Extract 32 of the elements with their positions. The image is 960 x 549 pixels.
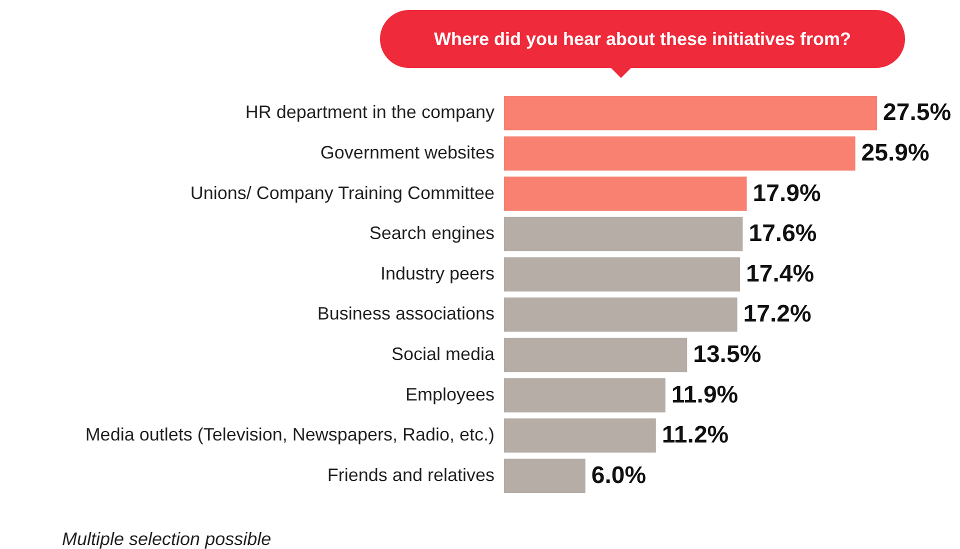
data-label: 27.5% bbox=[883, 99, 952, 126]
data-label: 17.6% bbox=[748, 220, 817, 248]
bar bbox=[504, 176, 747, 211]
y-tick-label: Unions/ Company Training Committee bbox=[190, 182, 494, 203]
y-tick-label: Government websites bbox=[320, 142, 494, 162]
data-label: 25.9% bbox=[861, 139, 930, 166]
bar bbox=[504, 458, 586, 493]
text: Multiple selection possible bbox=[62, 529, 272, 549]
y-tick-label: Industry peers bbox=[380, 263, 494, 284]
bar bbox=[504, 378, 666, 412]
bar bbox=[504, 257, 740, 292]
data-label: 17.2% bbox=[743, 300, 812, 328]
y-tick-label: Social media bbox=[391, 344, 496, 364]
bar bbox=[504, 418, 656, 453]
bar bbox=[504, 216, 743, 252]
data-label: 13.5% bbox=[693, 340, 762, 368]
bar bbox=[504, 338, 688, 372]
y-tick-label: Business associations bbox=[317, 304, 494, 324]
data-label: 6.0% bbox=[591, 462, 646, 489]
y-tick-label: HR department in the company bbox=[245, 102, 494, 122]
y-tick-label: Friends and relatives bbox=[327, 464, 494, 485]
bar bbox=[504, 96, 877, 130]
bar bbox=[504, 298, 738, 332]
chart-title: Where did you hear about these initiatives from? bbox=[380, 10, 905, 68]
data-label: 17.9% bbox=[752, 180, 821, 207]
bar bbox=[504, 136, 856, 171]
y-tick-label: Media outlets (Television, Newspapers, Radio, etc.) bbox=[85, 424, 494, 445]
data-label: 11.9% bbox=[671, 381, 738, 408]
y-tick-label: Employees bbox=[405, 384, 494, 404]
data-label: 17.4% bbox=[746, 260, 814, 288]
y-tick-label: Search engines bbox=[369, 223, 494, 244]
data-label: 11.2% bbox=[662, 422, 729, 449]
